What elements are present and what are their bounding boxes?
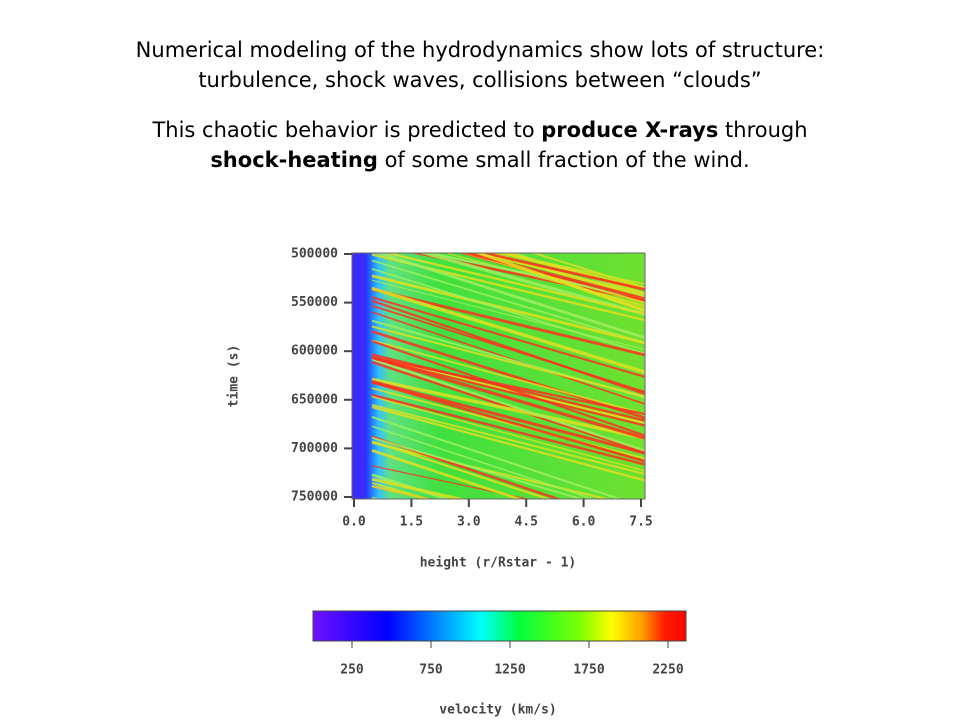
shock-stripe [371,339,645,415]
shock-stripe [371,296,645,379]
text: through [718,118,808,142]
shock-stripe [473,253,645,295]
x-tick-label: 1.5 [400,515,423,530]
x-tick-label: 7.5 [629,515,652,530]
y-tick-label: 700000 [291,441,338,456]
bold-text: produce X-rays [541,118,719,142]
y-tick-label: 550000 [291,295,338,310]
shock-stripe [371,449,524,499]
shock-stripe [371,395,645,472]
y-axis-label: time (s) [227,345,242,408]
shock-stripe [371,304,645,393]
shock-stripe [371,380,645,463]
shock-stripe [371,441,612,499]
y-tick-label: 750000 [291,490,338,505]
shock-stripe [371,356,645,416]
shock-stripe [371,286,645,374]
x-tick-label: 4.5 [514,515,537,530]
x-tick-label: 3.0 [457,515,481,530]
colorbar-tick-label: 250 [340,663,364,678]
shock-stripe [371,268,645,355]
shock-stripe [477,253,645,291]
shock-stripe [382,253,645,315]
shock-stripe [371,415,623,499]
shock-stripe [371,393,645,466]
shock-stripe [371,325,645,398]
shock-stripe [371,465,531,499]
shock-stripe [473,253,645,312]
colorbar-tick-label: 2250 [652,663,683,678]
shock-stripe [371,274,645,345]
shock-stripe [371,425,596,499]
text: This chaotic behavior is predicted to [152,118,542,142]
inner-region [352,253,366,499]
plot-frame [351,252,646,500]
colorbar-tick-label: 1750 [573,663,604,678]
shock-stripe [371,440,552,499]
heading-line: Numerical modeling of the hydrodynamics … [135,38,825,62]
shock-stripe [371,405,645,482]
bold-text: shock-heating [210,148,378,172]
shock-stripe [371,259,645,344]
shock-stripe [373,253,645,340]
shock-stripe [371,340,645,437]
shock-stripe [371,279,645,351]
colorbar-label: velocity (km/s) [439,703,556,718]
shock-stripe [371,477,467,499]
y-tick-label: 600000 [291,344,338,359]
shock-stripe [371,485,433,499]
heading-line: turbulence, shock waves, collisions betw… [198,68,762,92]
x-tick-label: 0.0 [342,515,366,530]
paragraph-line: This chaotic behavior is predicted to pr… [0,118,960,142]
x-axis-label: height (r/Rstar - 1) [420,556,577,571]
shock-stripe [371,357,645,427]
shock-stripe [371,287,645,357]
paragraph-line: shock-heating of some small fraction of … [0,148,960,172]
heatmap-structure [352,253,645,499]
shock-stripe [371,358,645,453]
colorbar-tick-label: 1250 [494,663,525,678]
shock-stripe [371,299,645,396]
text: of some small fraction of the wind. [377,148,750,172]
shock-stripe [371,403,645,476]
shock-stripe [498,253,645,285]
shock-stripe [371,377,645,440]
shock-stripe [371,380,645,455]
colorbar [312,610,687,642]
y-tick-label: 500000 [291,247,338,262]
x-tick-label: 6.0 [572,515,596,530]
shock-stripe [371,355,645,440]
colorbar-tick-label: 750 [419,663,443,678]
shock-stripe [371,436,585,499]
y-tick-label: 650000 [291,392,338,407]
